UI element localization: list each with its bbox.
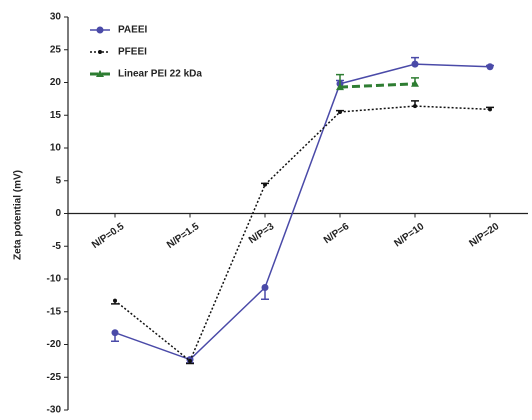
marker [96,26,104,34]
marker [413,104,417,109]
series-line [114,105,491,363]
y-tick-label: 5 [55,175,61,186]
x-tick-label: N/P=6 [322,221,352,246]
y-tick-label: 25 [50,44,62,55]
series-line [114,63,491,361]
marker [486,63,494,71]
legend-label: PFEEI [118,47,147,58]
y-tick-label: -10 [47,274,62,285]
y-tick-label: -25 [47,372,62,383]
marker [188,358,192,363]
y-tick-label: -15 [47,306,62,317]
marker [336,83,344,91]
series-line [339,82,416,89]
marker [488,107,492,112]
y-tick-label: 15 [50,110,62,121]
marker [98,50,102,54]
legend-label: PAEEI [118,25,147,36]
x-tick-label: N/P=20 [467,221,501,250]
marker [96,70,104,77]
marker [113,298,117,303]
y-axis-label: Zeta potential (mV) [13,170,24,260]
y-tick-label: -20 [47,339,62,350]
x-tick-label: N/P=3 [247,221,277,246]
marker [411,79,419,87]
y-tick-label: -5 [52,241,61,252]
x-tick-label: N/P=10 [392,221,426,250]
marker [261,284,269,292]
y-tick-label: 20 [50,77,62,88]
marker [111,329,119,337]
marker [338,109,342,114]
y-tick-label: 0 [55,208,61,219]
y-tick-label: 30 [50,12,62,23]
legend-label: Linear PEI 22 kDa [118,69,202,80]
marker [411,60,419,68]
y-tick-label: 10 [50,143,62,154]
y-tick-label: -30 [47,405,62,416]
x-tick-label: N/P=0.5 [90,221,126,251]
x-tick-label: N/P=1.5 [165,221,201,251]
marker [263,182,267,187]
